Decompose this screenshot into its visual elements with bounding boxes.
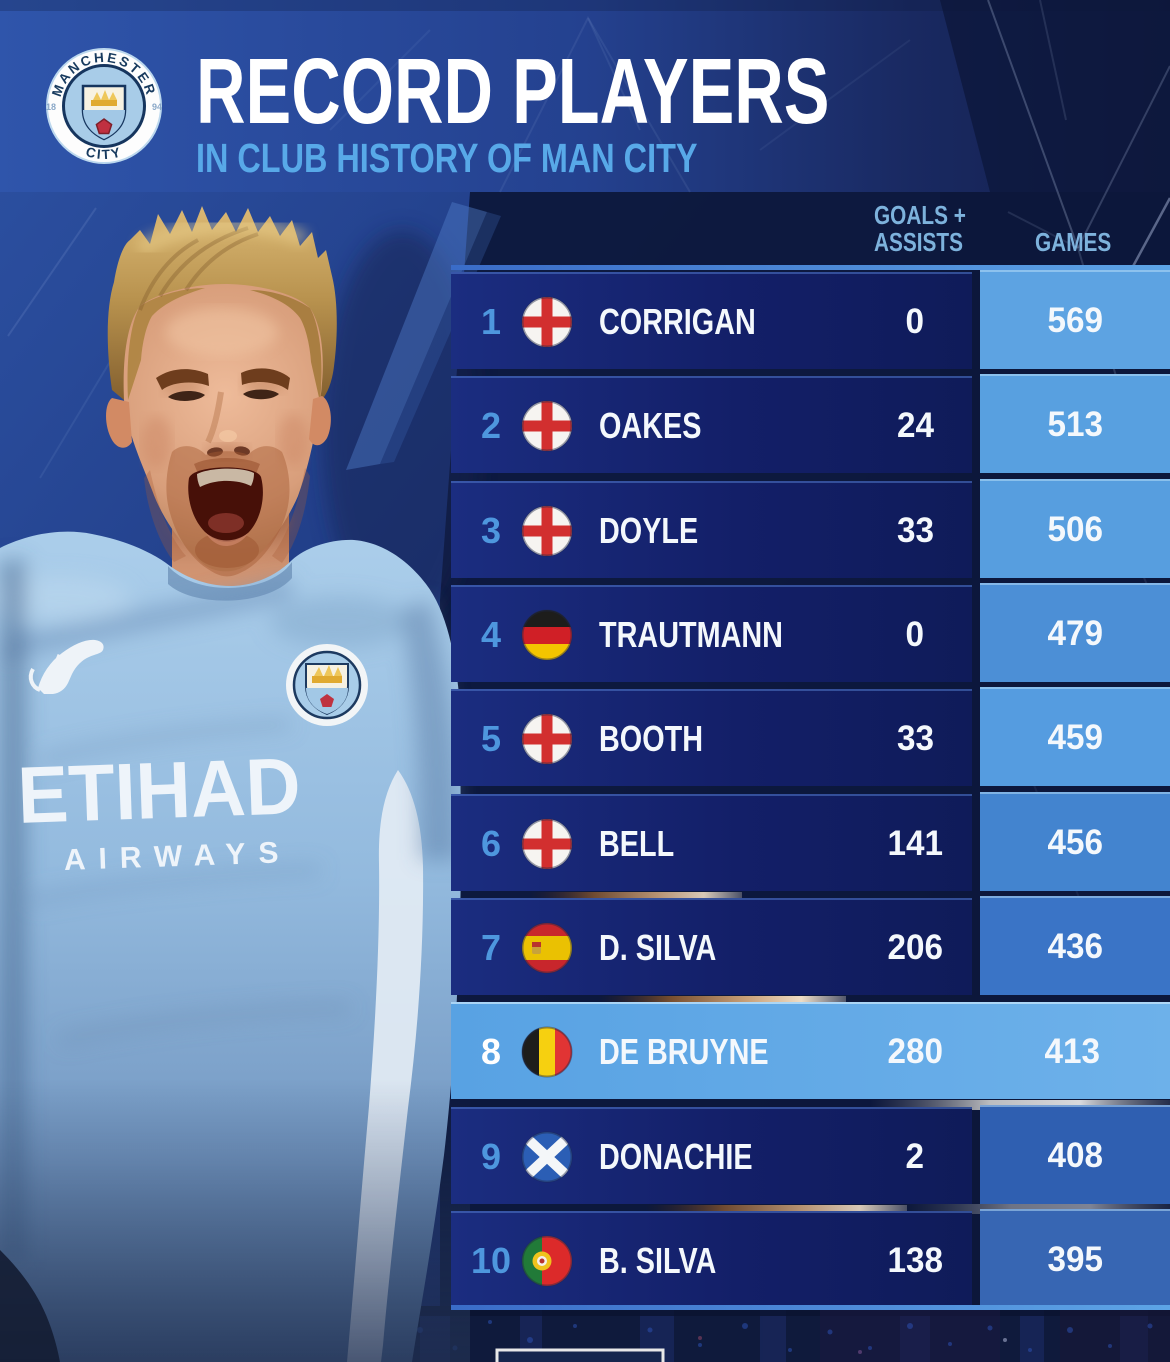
svg-text:AIRWAYS: AIRWAYS [63, 836, 292, 877]
svg-text:ETIHAD: ETIHAD [16, 740, 302, 840]
svg-text:CITY: CITY [84, 144, 124, 162]
svg-text:18: 18 [46, 102, 56, 112]
svg-text:94: 94 [152, 102, 162, 112]
